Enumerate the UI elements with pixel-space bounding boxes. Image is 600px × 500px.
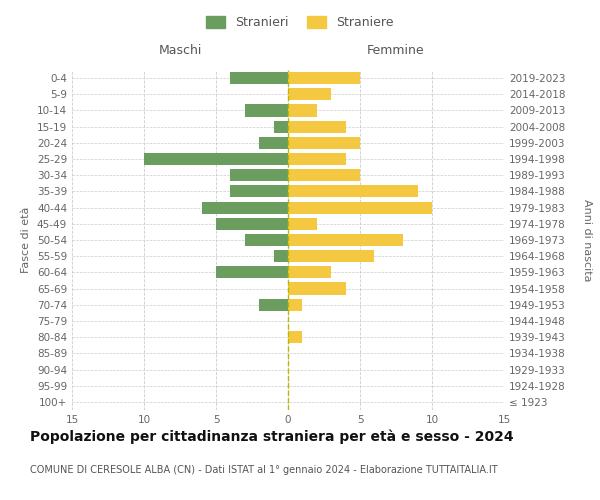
Bar (245, 234, 288, 246)
Text: Popolazione per cittadinanza straniera per età e sesso - 2024: Popolazione per cittadinanza straniera p… (30, 430, 514, 444)
Bar (288, 331, 302, 343)
Bar (216, 266, 288, 278)
Bar (274, 120, 288, 132)
Bar (245, 104, 288, 117)
Bar (144, 153, 288, 165)
Bar (288, 234, 403, 246)
Bar (288, 250, 374, 262)
Bar (288, 266, 331, 278)
Bar (288, 153, 346, 165)
Bar (288, 137, 360, 149)
Bar (288, 218, 317, 230)
Y-axis label: Anni di nascita: Anni di nascita (582, 198, 592, 281)
Bar (230, 169, 288, 181)
Bar (230, 186, 288, 198)
Legend: Stranieri, Straniere: Stranieri, Straniere (202, 11, 398, 34)
Bar (288, 298, 302, 311)
Bar (288, 202, 432, 213)
Text: COMUNE DI CERESOLE ALBA (CN) - Dati ISTAT al 1° gennaio 2024 - Elaborazione TUTT: COMUNE DI CERESOLE ALBA (CN) - Dati ISTA… (30, 465, 497, 475)
Bar (274, 250, 288, 262)
Text: Femmine: Femmine (367, 44, 425, 58)
Bar (259, 137, 288, 149)
Bar (288, 186, 418, 198)
Bar (202, 202, 288, 213)
Bar (259, 298, 288, 311)
Bar (288, 104, 317, 117)
Bar (288, 282, 346, 294)
Bar (288, 169, 360, 181)
Text: Maschi: Maschi (158, 44, 202, 58)
Y-axis label: Fasce di età: Fasce di età (22, 207, 31, 273)
Bar (288, 72, 360, 84)
Bar (288, 88, 331, 101)
Bar (230, 72, 288, 84)
Bar (216, 218, 288, 230)
Bar (288, 120, 346, 132)
